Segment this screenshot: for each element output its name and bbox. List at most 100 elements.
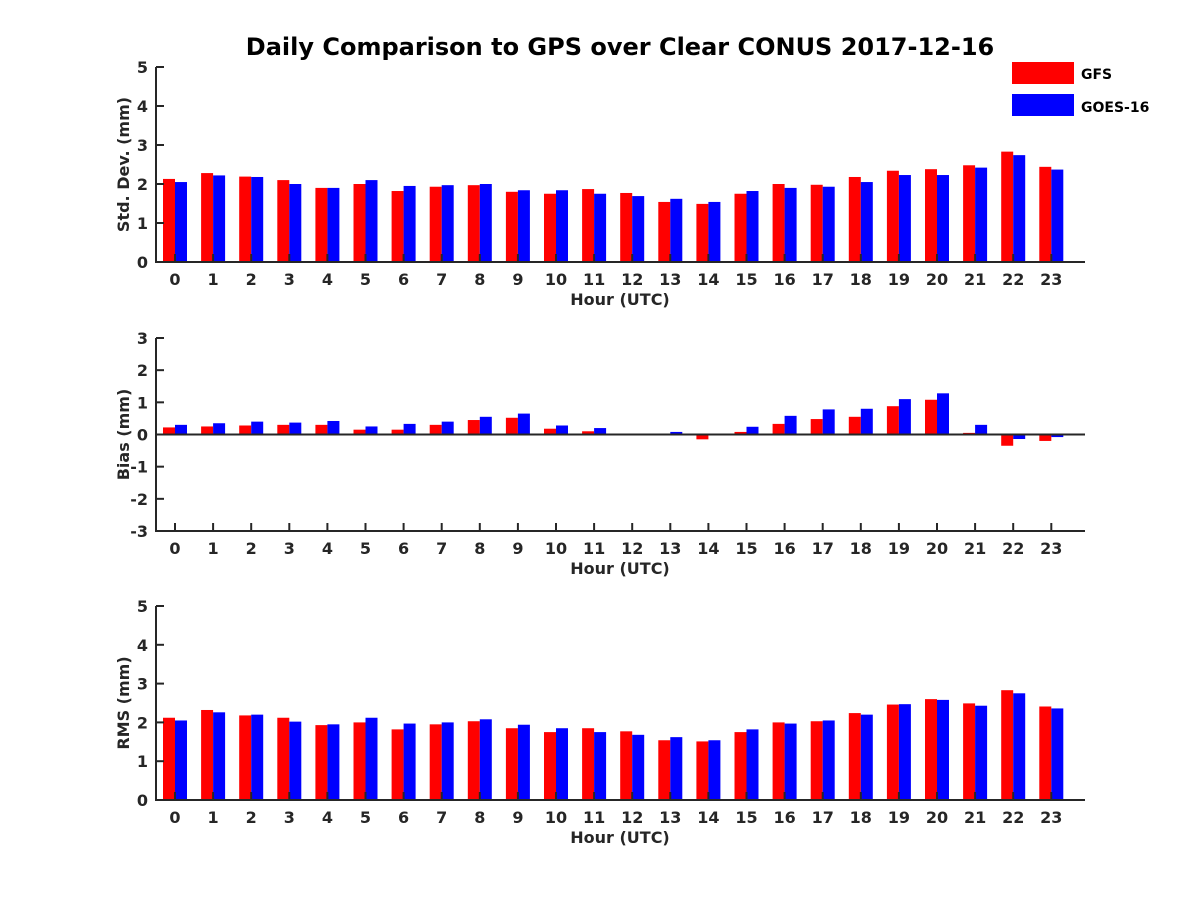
bar-goes-hour-21 (975, 705, 988, 800)
bar-goes-hour-22 (1013, 434, 1026, 440)
bar-goes-hour-17 (822, 186, 835, 262)
bar-goes-hour-1 (213, 175, 226, 262)
x-tick-label: 6 (398, 270, 409, 289)
bar-gfs-hour-7 (429, 186, 442, 262)
x-tick-label: 9 (512, 270, 523, 289)
x-tick-label: 4 (322, 270, 333, 289)
bar-gfs-hour-8 (467, 721, 480, 800)
bar-gfs-hour-22 (1001, 434, 1014, 446)
bar-gfs-hour-5 (353, 184, 366, 262)
y-tick-label: 4 (137, 97, 148, 116)
y-tick-label: 1 (137, 752, 148, 771)
x-tick-label: 22 (1002, 539, 1024, 558)
x-tick-label: 13 (659, 808, 681, 827)
bar-goes-hour-17 (822, 409, 835, 435)
bar-goes-hour-22 (1013, 155, 1026, 262)
bar-gfs-hour-7 (429, 724, 442, 800)
x-tick-label: 7 (436, 808, 447, 827)
bar-gfs-hour-5 (353, 429, 366, 435)
bar-goes-hour-5 (365, 426, 378, 435)
bar-gfs-hour-17 (810, 721, 823, 800)
bar-goes-hour-10 (556, 190, 568, 262)
bar-goes-hour-7 (441, 421, 454, 435)
x-tick-label: 17 (812, 270, 834, 289)
bar-gfs-hour-16 (772, 423, 785, 435)
y-tick-label: 3 (137, 329, 148, 348)
x-tick-label: 1 (208, 270, 219, 289)
legend-swatch-gfs (1012, 62, 1074, 84)
x-tick-label: 5 (360, 270, 371, 289)
y-tick-label: 4 (137, 636, 148, 655)
x-tick-label: 13 (659, 270, 681, 289)
x-axis-label: Hour (UTC) (570, 828, 670, 847)
bar-goes-hour-14 (708, 740, 721, 800)
x-tick-label: 8 (474, 270, 485, 289)
bar-goes-hour-9 (517, 190, 530, 262)
bar-goes-hour-3 (289, 422, 302, 435)
bar-goes-hour-16 (784, 415, 797, 435)
bar-goes-hour-12 (632, 196, 645, 262)
bar-goes-hour-10 (556, 425, 568, 435)
x-tick-label: 8 (474, 539, 485, 558)
bar-gfs-hour-20 (925, 699, 937, 800)
bar-goes-hour-5 (365, 180, 378, 262)
bar-gfs-hour-15 (734, 193, 747, 262)
bar-gfs-hour-14 (696, 741, 709, 800)
bar-goes-hour-9 (517, 413, 530, 435)
x-axis-label: Hour (UTC) (570, 290, 670, 309)
y-tick-label: 3 (137, 675, 148, 694)
x-tick-label: 11 (583, 539, 605, 558)
x-tick-label: 7 (436, 539, 447, 558)
bar-gfs-hour-0 (163, 178, 175, 262)
x-tick-label: 8 (474, 808, 485, 827)
bar-goes-hour-8 (479, 416, 492, 435)
bar-goes-hour-12 (632, 734, 645, 800)
y-tick-label: 1 (137, 214, 148, 233)
y-tick-label: -1 (130, 458, 148, 477)
bar-gfs-hour-15 (734, 431, 747, 435)
bar-gfs-hour-2 (239, 176, 252, 262)
bar-gfs-hour-9 (505, 728, 518, 800)
x-tick-label: 5 (360, 539, 371, 558)
chart-title: Daily Comparison to GPS over Clear CONUS… (246, 33, 994, 61)
bar-goes-hour-0 (175, 720, 187, 800)
x-tick-label: 3 (284, 539, 295, 558)
bar-gfs-hour-10 (544, 428, 556, 435)
bar-goes-hour-1 (213, 423, 226, 435)
y-tick-label: 3 (137, 136, 148, 155)
bar-goes-hour-6 (403, 185, 416, 262)
x-tick-label: 14 (697, 539, 719, 558)
bar-goes-hour-17 (822, 720, 835, 800)
y-tick-label: 0 (137, 426, 148, 445)
bar-gfs-hour-4 (315, 725, 328, 800)
y-tick-label: 5 (137, 597, 148, 616)
bar-gfs-hour-3 (277, 180, 290, 262)
x-tick-label: 3 (284, 808, 295, 827)
bar-goes-hour-2 (251, 421, 264, 435)
bar-goes-hour-1 (213, 712, 226, 800)
y-tick-label: -3 (130, 522, 148, 541)
legend-label-goes: GOES-16 (1081, 100, 1149, 116)
bar-gfs-hour-13 (658, 740, 671, 800)
bar-goes-hour-3 (289, 184, 302, 262)
x-tick-label: 13 (659, 539, 681, 558)
bar-gfs-hour-9 (505, 191, 518, 262)
x-tick-label: 10 (545, 539, 567, 558)
x-tick-label: 12 (621, 539, 643, 558)
x-tick-label: 4 (322, 539, 333, 558)
bar-gfs-hour-10 (544, 193, 556, 262)
bar-gfs-hour-6 (391, 729, 404, 800)
bar-goes-hour-10 (556, 728, 568, 800)
bar-gfs-hour-16 (772, 722, 785, 800)
bar-gfs-hour-23 (1039, 166, 1052, 262)
x-tick-label: 20 (926, 539, 948, 558)
bar-goes-hour-16 (784, 187, 797, 262)
bar-gfs-hour-23 (1039, 706, 1052, 800)
x-tick-label: 0 (169, 539, 180, 558)
x-tick-label: 0 (169, 270, 180, 289)
x-tick-label: 20 (926, 270, 948, 289)
x-tick-label: 5 (360, 808, 371, 827)
